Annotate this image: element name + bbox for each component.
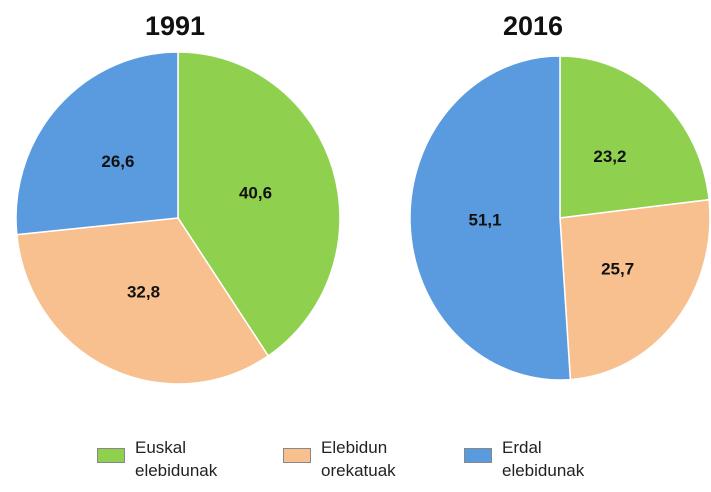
chart-title: 1991 [145, 11, 205, 41]
charts: 1991 40,6 32,8 26,6 2016 23,2 25,7 51,1 [15, 11, 711, 385]
data-label: 23,2 [593, 147, 626, 166]
legend-item: Erdal elebidunak [464, 436, 612, 482]
pie-slice [409, 55, 572, 381]
legend-label: Elebidun orekatuak [321, 438, 396, 480]
legend-item: Elebidun orekatuak [283, 436, 431, 482]
data-label: 32,8 [127, 283, 160, 302]
legend-item: Euskal elebidunak [97, 436, 245, 482]
pie-slice [15, 51, 179, 236]
data-label: 51,1 [468, 210, 501, 229]
data-label: 25,7 [601, 259, 634, 278]
pie-slice [177, 51, 341, 357]
legend-label: Euskal elebidunak [135, 438, 218, 480]
data-label: 40,6 [239, 183, 272, 202]
data-label: 26,6 [101, 152, 134, 171]
pie-slice [559, 198, 711, 381]
pie-slice [559, 55, 710, 219]
chart-title: 2016 [503, 11, 563, 41]
legend-swatch [97, 448, 125, 463]
pie-slice [15, 217, 270, 385]
legend-label: Erdal elebidunak [502, 438, 585, 480]
legend-swatch [464, 448, 492, 463]
legend-swatch [283, 448, 311, 463]
